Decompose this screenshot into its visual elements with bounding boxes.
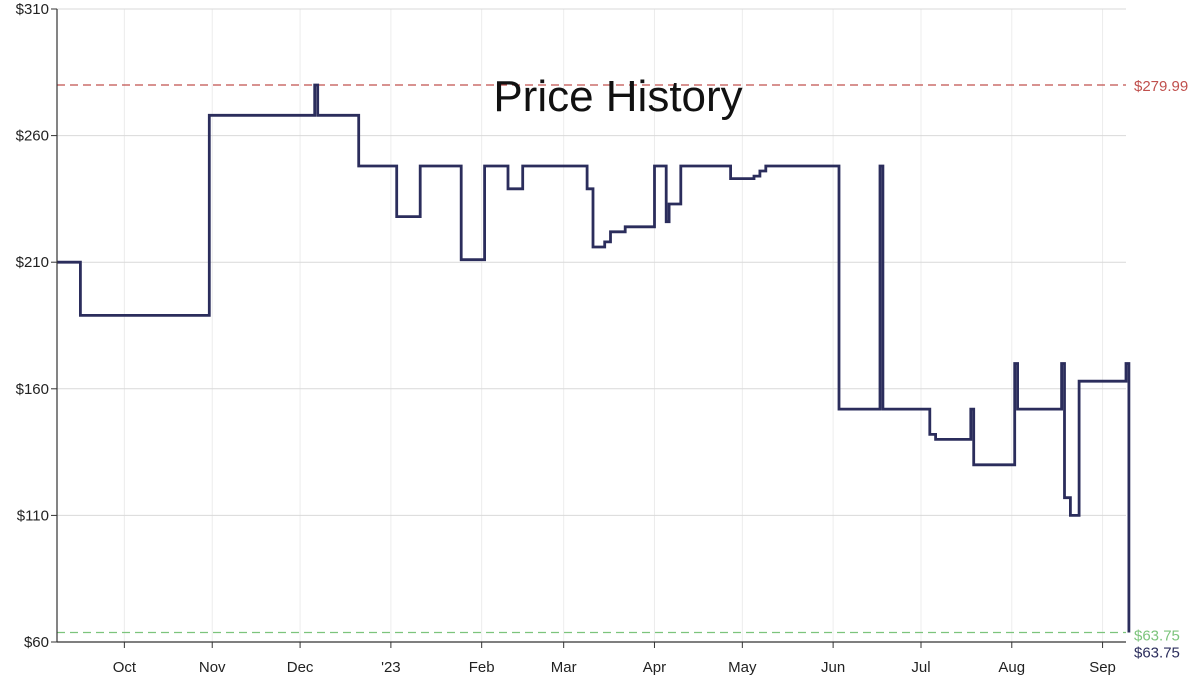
- x-tick-label: Mar: [551, 659, 577, 676]
- highest-price-label: $279.99: [1134, 78, 1188, 95]
- x-tick-label: '23: [381, 659, 401, 676]
- reference-lines: [57, 84, 1126, 634]
- x-tick-label: Sep: [1089, 659, 1116, 676]
- axes: [51, 8, 1126, 648]
- x-tick-label: May: [728, 659, 757, 676]
- series-layer: [57, 83, 1131, 633]
- y-tick-label: $260: [16, 128, 49, 145]
- y-tick-label: $110: [17, 507, 49, 524]
- current-price-label: $63.75: [1134, 645, 1180, 662]
- price-series-line: [57, 83, 1131, 633]
- axis-labels: Oct Nov Dec '23 Feb Mar Apr May Jun Jul Aug Sep $60 $…: [16, 1, 1189, 676]
- chart-title: Price History: [493, 72, 742, 121]
- x-tick-label: Aug: [998, 659, 1025, 676]
- lowest-price-label: $63.75: [1134, 628, 1180, 645]
- y-tick-label: $310: [16, 1, 49, 18]
- x-tick-label: Nov: [199, 659, 226, 676]
- x-tick-label: Feb: [469, 659, 495, 676]
- x-tick-label: Apr: [643, 659, 666, 676]
- y-tick-label: $60: [24, 634, 49, 651]
- y-tick-label: $210: [16, 254, 49, 271]
- y-tick-label: $160: [16, 381, 49, 398]
- x-tick-label: Jun: [821, 659, 845, 676]
- x-tick-label: Oct: [113, 659, 137, 676]
- x-tick-label: Jul: [911, 659, 930, 676]
- x-tick-label: Dec: [287, 659, 314, 676]
